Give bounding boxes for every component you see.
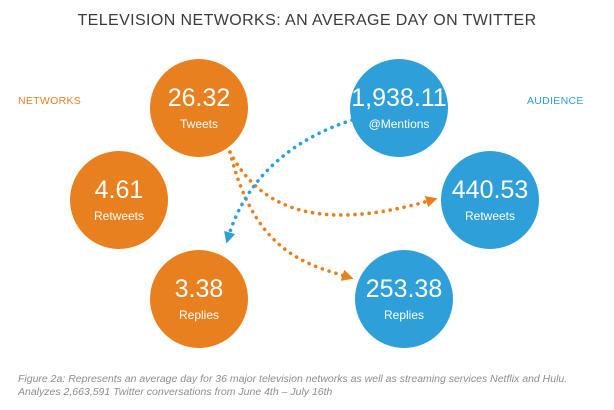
- caption-line-1: Figure 2a: Represents an average day for…: [18, 373, 568, 385]
- arrow-tweets-to-audience-retweets: [228, 150, 438, 217]
- diagram-title: TELEVISION NETWORKS: AN AVERAGE DAY ON T…: [77, 12, 537, 29]
- audience-mentions-bubble: 1,938.11 @Mentions: [350, 59, 448, 157]
- audience-retweets-value: 440.53: [451, 175, 529, 204]
- caption-line-2: Analyzes 2,663,591 Twitter conversations…: [18, 386, 333, 398]
- networks-replies-label: Replies: [178, 307, 220, 322]
- networks-replies-value: 3.38: [174, 274, 224, 303]
- networks-retweets-label: Retweets: [93, 208, 145, 223]
- audience-replies-bubble: 253.38 Replies: [355, 250, 453, 348]
- networks-tweets-bubble: 26.32 Tweets: [150, 59, 248, 157]
- arrow-mentions-to-network-replies: [224, 118, 354, 244]
- audience-mentions-label: @Mentions: [368, 116, 430, 131]
- networks-side-label: NETWORKS: [18, 95, 82, 107]
- networks-retweets-value: 4.61: [94, 175, 144, 204]
- audience-retweets-bubble: 440.53 Retweets: [441, 151, 539, 249]
- audience-mentions-value: 1,938.11: [351, 83, 447, 112]
- networks-retweets-bubble: 4.61 Retweets: [70, 151, 168, 249]
- audience-replies-label: Replies: [383, 307, 425, 322]
- networks-replies-bubble: 3.38 Replies: [150, 250, 248, 348]
- audience-retweets-label: Retweets: [464, 208, 516, 223]
- figure-caption: Figure 2a: Represents an average day for…: [18, 373, 608, 399]
- networks-tweets-value: 26.32: [167, 83, 231, 112]
- arrow-tweets-to-audience-replies: [228, 150, 354, 281]
- audience-replies-value: 253.38: [365, 274, 443, 303]
- networks-tweets-label: Tweets: [179, 116, 218, 131]
- audience-side-label: AUDIENCE: [527, 95, 584, 107]
